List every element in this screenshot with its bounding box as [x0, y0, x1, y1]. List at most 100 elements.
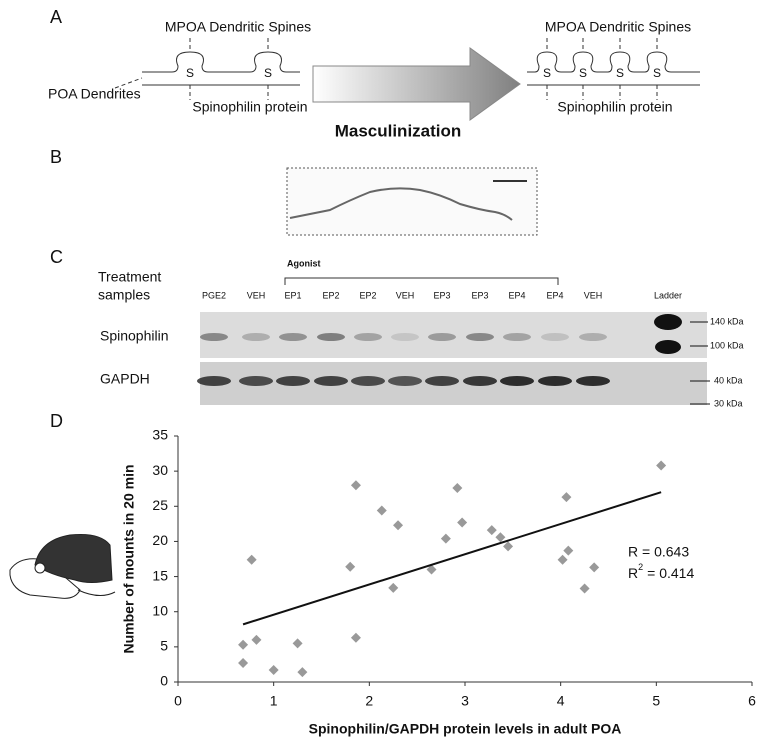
band	[276, 376, 310, 386]
lane-label: EP3	[433, 290, 450, 300]
x-tick-label: 1	[270, 693, 278, 709]
spine-mark: S	[543, 66, 551, 80]
lane-labels: PGE2 VEH EP1 EP2 EP2 VEH EP3 EP3 EP4 EP4 VEH Ladder	[202, 290, 682, 300]
band	[239, 376, 273, 386]
row-header: samples	[98, 287, 150, 303]
lane-label: VEH	[396, 290, 415, 300]
point	[393, 520, 404, 531]
band	[576, 376, 610, 386]
lane-label: EP3	[471, 290, 488, 300]
x-axis-label: Spinophilin/GAPDH protein levels in adul…	[309, 721, 622, 737]
lane-label: EP4	[508, 290, 525, 300]
x-tick-label: 0	[174, 693, 182, 709]
band	[503, 333, 531, 341]
annotation-part: = 0.414	[647, 565, 694, 581]
point	[486, 525, 497, 536]
annotation-part: 2	[638, 562, 643, 572]
point	[495, 532, 506, 543]
marker-label: 40 kDa	[714, 375, 743, 385]
band	[579, 333, 607, 341]
band	[463, 376, 497, 386]
mouse-icon	[9, 534, 116, 599]
marker-label: 140 kDa	[710, 316, 744, 326]
lane-label: VEH	[584, 290, 603, 300]
marker-label: 100 kDa	[710, 340, 744, 350]
point	[457, 517, 468, 528]
x-tick-label: 5	[652, 693, 660, 709]
panel-label: A	[50, 7, 62, 27]
lane-label: EP1	[284, 290, 301, 300]
panel-label: C	[50, 247, 63, 267]
band	[541, 333, 569, 341]
x-tick-label: 2	[365, 693, 373, 709]
trend-line	[242, 491, 662, 626]
y-axis-label: Number of mounts in 20 min	[121, 464, 137, 653]
lane-label: EP2	[359, 290, 376, 300]
dendrites-label: POA Dendrites	[48, 86, 141, 102]
micrograph	[286, 167, 538, 236]
y-tick-label: 25	[152, 497, 168, 513]
band	[200, 333, 228, 341]
neuron	[289, 187, 513, 221]
marker-label: 30 kDa	[714, 398, 743, 408]
point	[579, 583, 590, 594]
y-tick-label: 30	[152, 462, 168, 478]
spines-label: MPOA Dendritic Spines	[165, 19, 311, 35]
band	[317, 333, 345, 341]
lane-label: Ladder	[654, 290, 682, 300]
y-tick-label: 15	[152, 567, 168, 583]
lane-label: PGE2	[202, 290, 226, 300]
band	[388, 376, 422, 386]
point	[251, 634, 262, 645]
point	[557, 554, 568, 565]
spines-label: MPOA Dendritic Spines	[545, 19, 691, 35]
point	[452, 483, 463, 494]
panel-label: D	[50, 411, 63, 431]
ladder-band	[654, 314, 682, 330]
spine-mark: S	[579, 66, 587, 80]
dendrite-right	[527, 38, 700, 100]
ladder-band	[655, 340, 681, 354]
band	[314, 376, 348, 386]
blot-label: GAPDH	[100, 371, 150, 387]
x-tick-label: 3	[461, 693, 469, 709]
arrow	[312, 47, 521, 121]
point	[561, 492, 572, 503]
point	[563, 545, 574, 556]
point	[292, 638, 303, 649]
band	[197, 376, 231, 386]
band	[242, 333, 270, 341]
annotation: R = 0.643	[628, 544, 689, 560]
lane-label: EP4	[546, 290, 563, 300]
y-tick-label: 10	[152, 602, 168, 618]
point	[350, 480, 361, 491]
blot-label: Spinophilin	[100, 328, 169, 344]
annotation: R2 = 0.414	[628, 562, 694, 580]
point	[238, 639, 249, 650]
y-tick-label: 35	[152, 427, 168, 443]
band	[425, 376, 459, 386]
arrow-label: Masculinization	[335, 121, 462, 140]
band	[500, 376, 534, 386]
row-header: Treatment	[98, 269, 161, 285]
point	[246, 554, 257, 565]
spine-mark: S	[616, 66, 624, 80]
bands	[197, 314, 682, 386]
y-tick-label: 0	[160, 673, 168, 689]
agonist-label: Agonist	[287, 258, 321, 268]
point	[350, 632, 361, 643]
lane-label: EP2	[322, 290, 339, 300]
point	[589, 562, 600, 573]
point	[440, 533, 451, 544]
band	[351, 376, 385, 386]
x-tick-label: 4	[557, 693, 565, 709]
point	[376, 505, 387, 516]
point	[297, 667, 308, 678]
dendrite-left	[114, 38, 300, 100]
x-tick-label: 6	[748, 693, 756, 709]
spine-mark: S	[653, 66, 661, 80]
point	[268, 665, 279, 676]
lane-label: VEH	[247, 290, 266, 300]
